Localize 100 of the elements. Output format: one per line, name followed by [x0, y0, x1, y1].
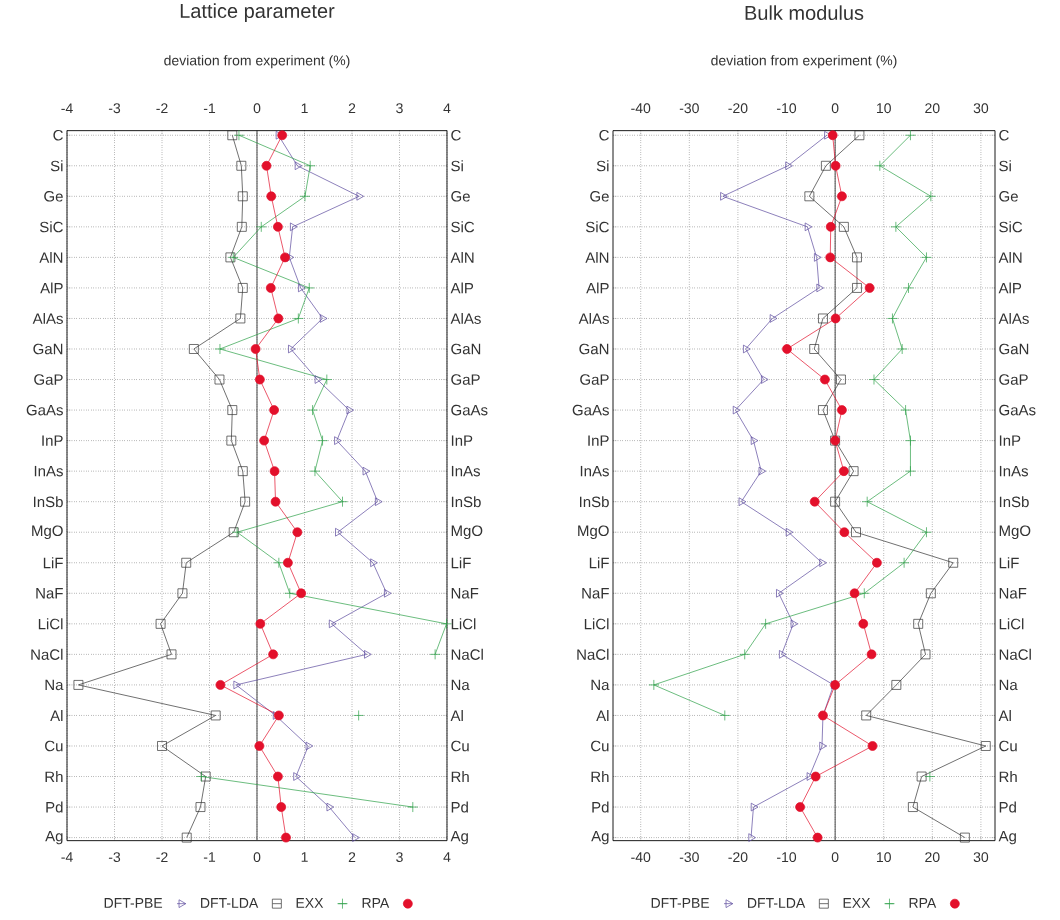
category-label: GaAs [999, 404, 1036, 416]
category-label: Rh [451, 771, 469, 783]
y-tick-label: Ag [591, 831, 609, 845]
category-label: SiC [451, 221, 475, 233]
y-tick-label: SiC [585, 221, 609, 233]
category-label: Al [998, 710, 1011, 722]
category-label: InAs [999, 466, 1028, 477]
y-tick-label: Rh [45, 771, 63, 783]
x2-tick-label: -30 [679, 103, 699, 114]
y-tick-label: Rh [591, 771, 609, 783]
category-label: LiF [999, 557, 1019, 569]
category-label: NaCl [999, 649, 1031, 661]
y-tick-label: Na [45, 679, 64, 691]
category-label: InSb [999, 496, 1029, 508]
y-tick-label: Al [50, 710, 63, 722]
legend-label: EXX [843, 898, 871, 908]
y-tick-label: AlP [40, 282, 63, 294]
x-tick-label: 20 [925, 852, 940, 863]
y-tick-label: GaN [579, 343, 609, 355]
x-tick-label: -10 [777, 852, 797, 863]
category-label: AlP [450, 282, 474, 294]
y-tick-label: GaP [34, 374, 63, 386]
y-tick-label: AlP [586, 282, 609, 294]
y-tick-label: Cu [45, 740, 63, 752]
y-tick-label: Ge [590, 191, 609, 202]
x-tick-label: -2 [156, 852, 168, 863]
category-label: MgO [451, 525, 483, 540]
x2-tick-label: 1 [301, 103, 308, 114]
y-tick-label: Pd [592, 801, 609, 813]
category-label: AlAs [998, 313, 1029, 325]
y-tick-label: Pd [46, 801, 63, 813]
x-tick-label: 1 [301, 852, 308, 862]
category-label: Cu [451, 740, 469, 752]
y-tick-label: Na [591, 679, 610, 691]
x2-tick-label: -1 [203, 103, 216, 114]
x2-tick-label: 10 [876, 103, 891, 114]
x-tick-label: 30 [973, 852, 989, 863]
category-label: C [451, 130, 461, 141]
y-tick-label: LiF [43, 557, 63, 569]
x-tick-label: -40 [631, 852, 651, 863]
category-label: AlAs [450, 313, 481, 325]
y-tick-label: InP [42, 435, 63, 446]
category-label: AlN [998, 252, 1022, 263]
y-tick-label: Ge [44, 191, 63, 202]
category-label: LiF [451, 557, 471, 569]
category-label: InP [999, 435, 1021, 446]
category-label: GaN [999, 343, 1029, 355]
y-tick-label: LiCl [38, 618, 63, 630]
x2-tick-label: 30 [973, 103, 989, 114]
legend-label: DFT-PBE [651, 898, 710, 908]
y-tick-label: InSb [580, 496, 609, 508]
y-tick-label: InP [588, 435, 609, 446]
category-label: NaCl [451, 649, 483, 661]
category-label: Si [451, 160, 463, 172]
category-label: Ag [998, 831, 1016, 845]
x-tick-label: 3 [396, 852, 403, 863]
category-label: Ge [999, 191, 1018, 202]
x-tick-label: -4 [61, 852, 73, 862]
category-label: Si [999, 160, 1011, 172]
y-tick-label: Ag [45, 831, 63, 845]
legend-label: EXX [296, 898, 324, 908]
category-label: GaP [999, 374, 1028, 386]
x2-axis-title: deviation from experiment (%) [164, 55, 350, 69]
category-label: Al [450, 710, 463, 722]
x-tick-label: -30 [679, 852, 699, 863]
x2-tick-label: 4 [443, 103, 451, 114]
legend-label: DFT-LDA [201, 898, 259, 908]
category-label: Ag [450, 831, 468, 845]
x2-tick-label: -40 [631, 103, 651, 114]
category-label: Ge [451, 191, 470, 202]
category-label: Cu [999, 740, 1017, 752]
y-tick-label: SiC [39, 221, 63, 233]
y-tick-label: InSb [34, 496, 63, 508]
category-label: NaF [451, 588, 479, 599]
legend-label: RPA [362, 898, 390, 908]
y-tick-label: Al [596, 710, 609, 722]
category-label: Pd [999, 801, 1016, 813]
x2-axis-title: deviation from experiment (%) [711, 55, 897, 69]
category-label: LiCl [451, 618, 476, 630]
x2-tick-label: 0 [253, 103, 261, 114]
x-tick-label: 0 [831, 852, 839, 863]
y-tick-label: C [53, 130, 63, 141]
x2-tick-label: -3 [108, 103, 121, 114]
y-tick-label: GaAs [26, 404, 63, 416]
category-label: GaP [451, 374, 480, 386]
x-tick-label: 10 [876, 852, 891, 863]
y-tick-label: NaCl [577, 649, 609, 661]
category-label: InSb [451, 496, 481, 508]
y-tick-label: NaF [582, 588, 609, 599]
category-label: Rh [999, 771, 1017, 783]
y-tick-label: NaCl [31, 649, 63, 661]
x-tick-label: -1 [203, 852, 216, 862]
y-tick-label: InAs [34, 466, 63, 477]
y-tick-label: InAs [580, 466, 609, 477]
category-label: Na [999, 679, 1018, 691]
y-tick-label: LiF [589, 557, 609, 569]
y-tick-label: NaF [36, 588, 63, 599]
y-tick-label: Cu [591, 740, 609, 752]
chart-title: Lattice parameter [180, 3, 335, 23]
x2-tick-label: 0 [831, 103, 839, 114]
